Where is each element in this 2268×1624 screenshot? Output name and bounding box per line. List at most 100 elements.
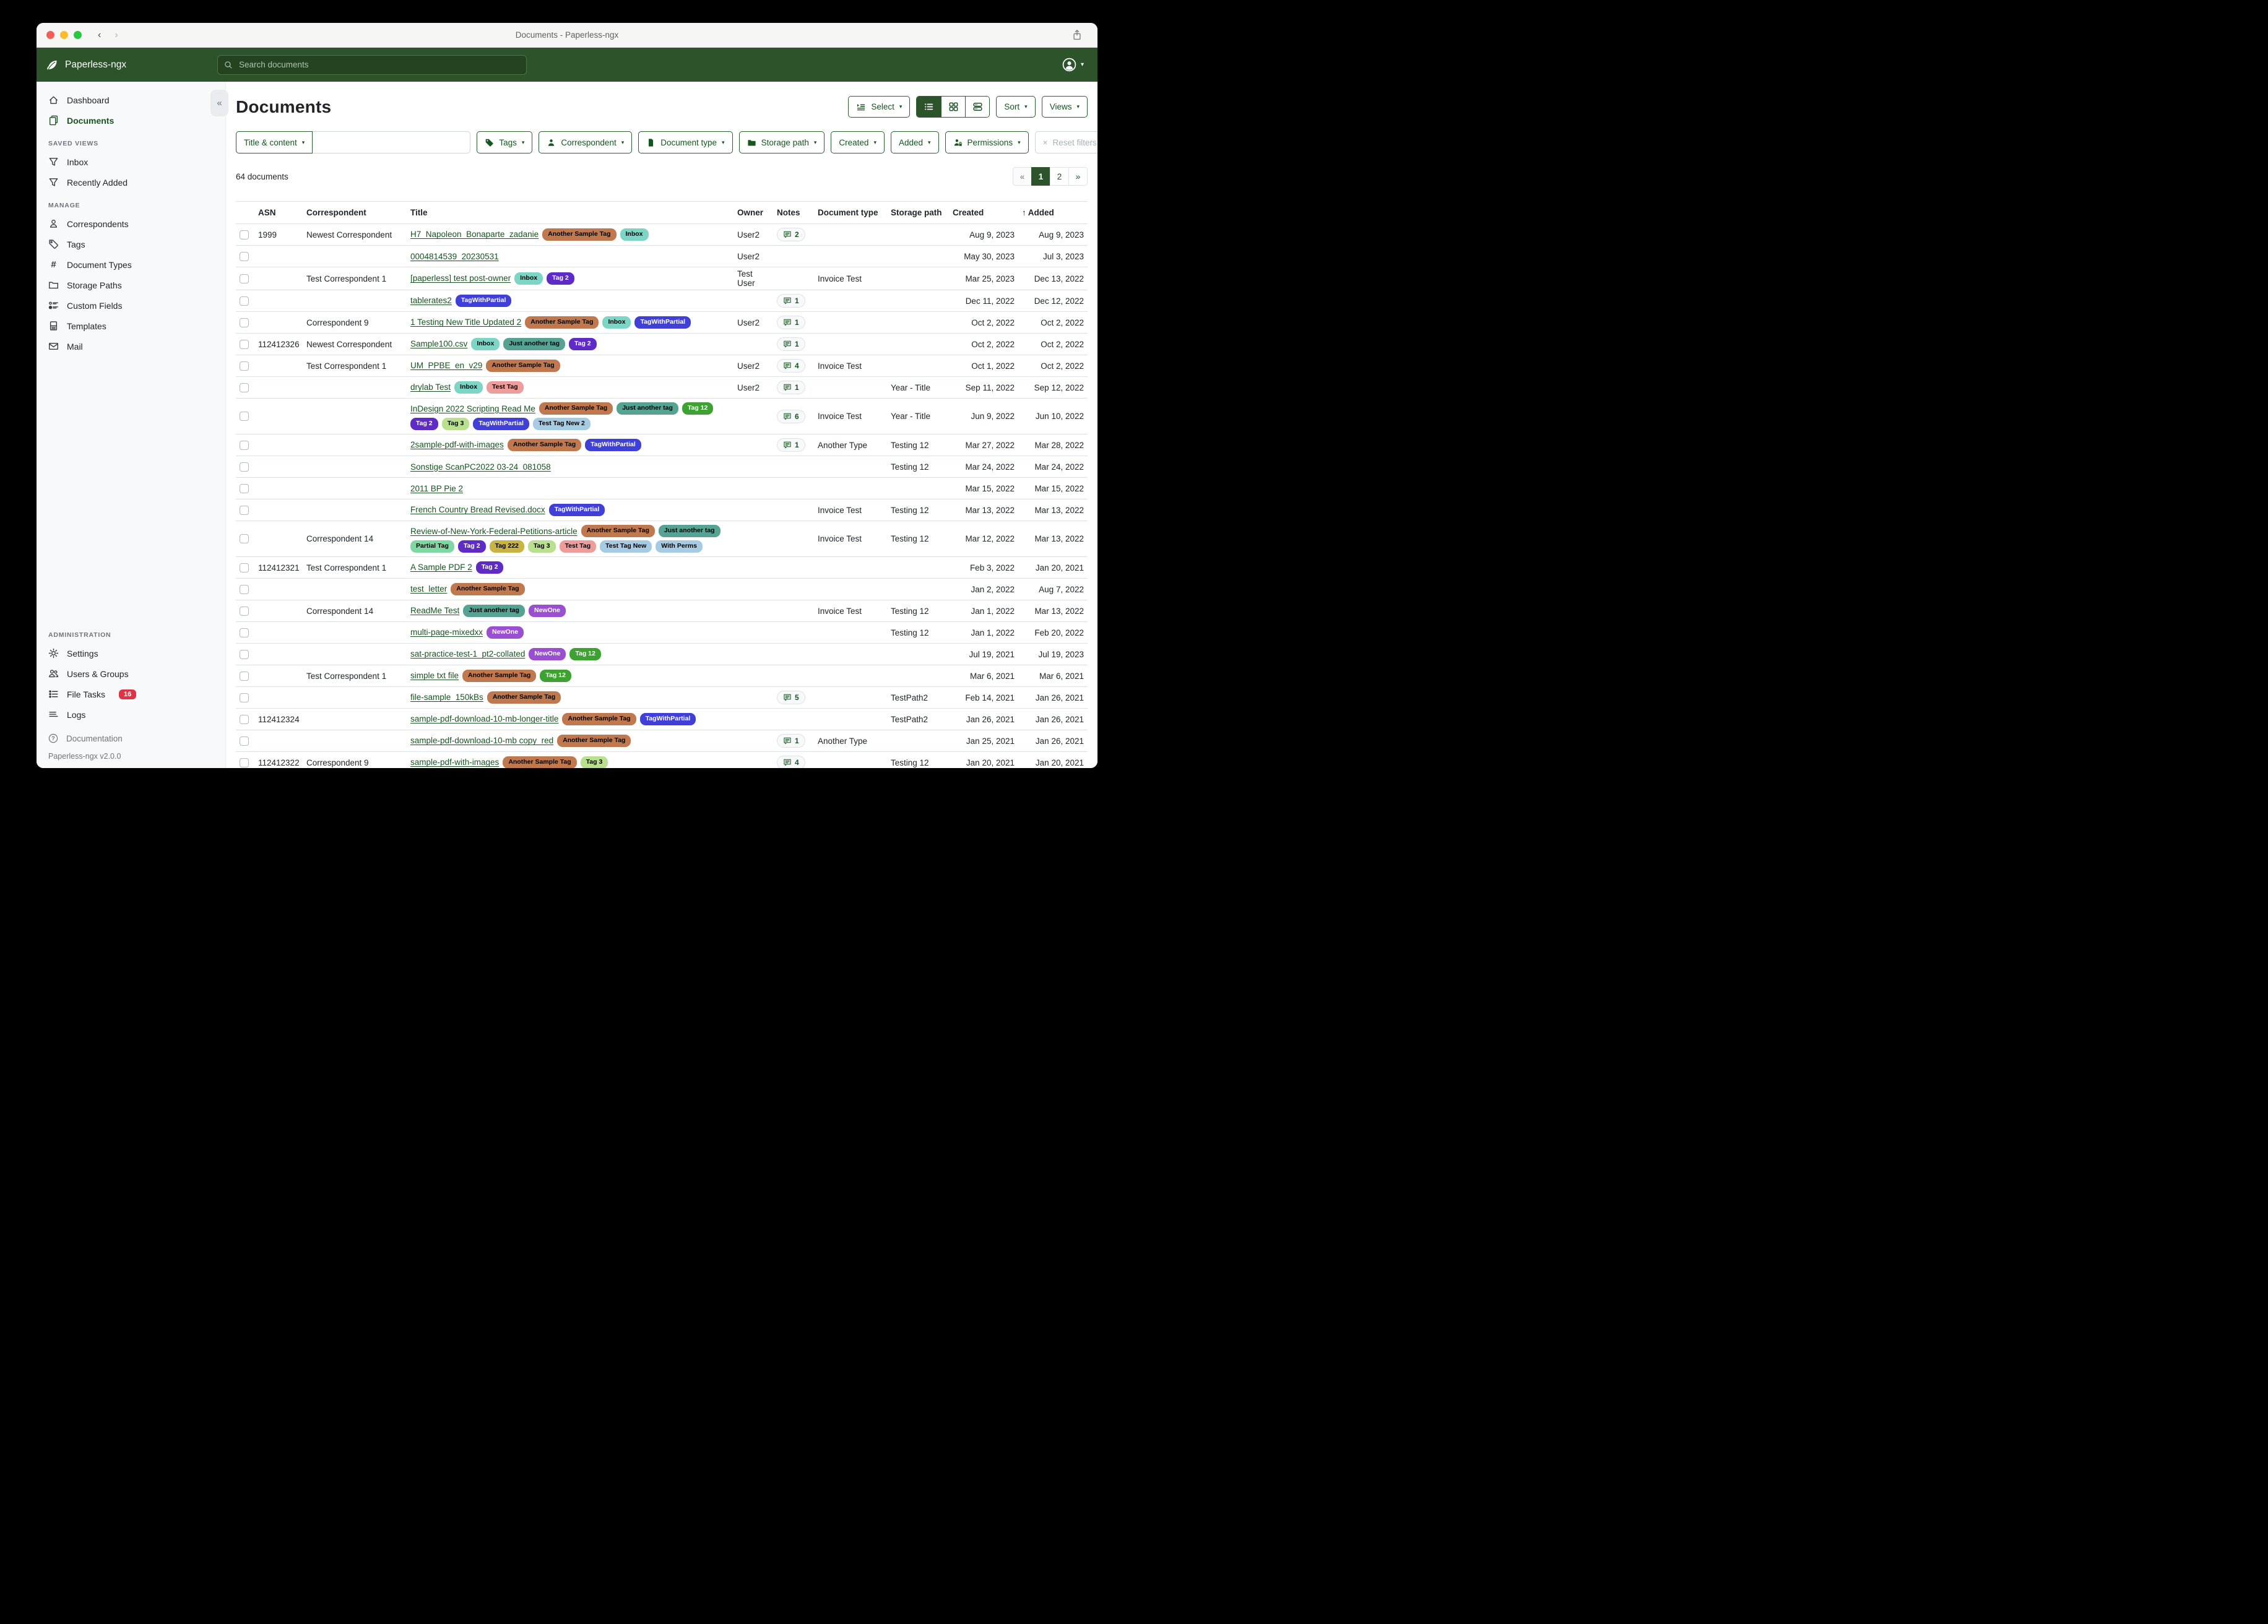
browser-forward-icon[interactable]: › [115, 29, 118, 40]
added-filter-button[interactable]: Added ▾ [890, 131, 939, 153]
notes-badge[interactable]: 1 [777, 316, 805, 329]
column-header-created[interactable]: Created [949, 201, 1018, 224]
correspondent-filter-button[interactable]: Correspondent ▾ [539, 131, 633, 153]
tag-pill[interactable]: Inbox [471, 338, 500, 350]
notes-badge[interactable]: 1 [777, 734, 805, 748]
doc-title-link[interactable]: H7_Napoleon_Bonaparte_zadanie [410, 230, 539, 240]
row-checkbox[interactable] [240, 628, 249, 637]
reset-filters-button[interactable]: × Reset filters [1034, 131, 1097, 153]
tag-pill[interactable]: Inbox [454, 381, 483, 394]
sidebar-item-tags[interactable]: Tags [37, 234, 225, 254]
doc-title-link[interactable]: A Sample PDF 2 [410, 563, 472, 572]
tag-pill[interactable]: Tag 2 [569, 338, 597, 350]
notes-badge[interactable]: 4 [777, 756, 805, 768]
row-checkbox[interactable] [240, 361, 249, 371]
doc-title-link[interactable]: file-sample_150kBs [410, 693, 483, 702]
close-window-button[interactable] [46, 31, 54, 39]
row-checkbox[interactable] [240, 693, 249, 702]
tag-pill[interactable]: Tag 3 [441, 418, 470, 430]
tag-pill[interactable]: Test Tag [487, 381, 524, 394]
pagination-next-button[interactable]: » [1068, 167, 1088, 186]
row-checkbox[interactable] [240, 462, 249, 472]
row-checkbox[interactable] [240, 584, 249, 594]
row-checkbox[interactable] [240, 274, 249, 283]
doc-title-link[interactable]: [paperless] test post-owner [410, 274, 511, 283]
tag-pill[interactable]: TagWithPartial [639, 713, 696, 725]
doc-title-link[interactable]: Review-of-New-York-Federal-Petitions-art… [410, 526, 578, 536]
doc-title-link[interactable]: sample-pdf-download-10-mb copy_red [410, 736, 554, 746]
tag-pill[interactable]: Another Sample Tag [507, 439, 582, 451]
tag-pill[interactable]: Tag 3 [527, 540, 556, 553]
tag-pill[interactable]: Just another tag [463, 605, 525, 617]
views-button[interactable]: Views ▾ [1041, 96, 1088, 118]
tag-pill[interactable]: Inbox [514, 272, 543, 285]
tag-pill[interactable]: Tag 3 [580, 756, 608, 768]
row-checkbox[interactable] [240, 296, 249, 306]
select-button[interactable]: Select ▾ [848, 96, 911, 118]
notes-badge[interactable]: 4 [777, 359, 805, 373]
tag-pill[interactable]: Tag 2 [547, 272, 574, 285]
column-header-title[interactable]: Title [407, 201, 734, 224]
row-checkbox[interactable] [240, 714, 249, 724]
tag-pill[interactable]: TagWithPartial [455, 295, 512, 307]
column-header-storage-path[interactable]: Storage path [887, 201, 949, 224]
doc-title-link[interactable]: Sonstige ScanPC2022 03-24_081058 [410, 462, 551, 472]
doc-title-link[interactable]: multi-page-mixedxx [410, 628, 483, 637]
column-header-owner[interactable]: Owner [734, 201, 773, 224]
tag-pill[interactable]: Tag 12 [682, 402, 714, 415]
column-header-added[interactable]: ↑ Added [1018, 201, 1088, 224]
sidebar-item-documents[interactable]: Documents [37, 110, 225, 131]
view-detail-toggle[interactable] [965, 97, 990, 117]
tag-pill[interactable]: NewOne [529, 648, 566, 660]
sidebar-item-file-tasks[interactable]: File Tasks 16 [37, 684, 225, 704]
doc-title-link[interactable]: sat-practice-test-1_pt2-collated [410, 649, 526, 659]
tag-pill[interactable]: Another Sample Tag [562, 713, 636, 725]
row-checkbox[interactable] [240, 317, 249, 327]
doc-title-link[interactable]: test_letter [410, 584, 448, 594]
row-checkbox[interactable] [240, 649, 249, 659]
tag-pill[interactable]: Another Sample Tag [451, 583, 525, 595]
sidebar-collapse-button[interactable]: « [210, 90, 228, 116]
minimize-window-button[interactable] [60, 31, 68, 39]
tag-pill[interactable]: Another Sample Tag [539, 402, 613, 415]
sidebar-item-logs[interactable]: Logs [37, 704, 225, 725]
doc-title-link[interactable]: drylab Test [410, 382, 451, 392]
tag-pill[interactable]: Just another tag [503, 338, 565, 350]
notes-badge[interactable]: 1 [777, 381, 805, 394]
column-header-correspondent[interactable]: Correspondent [303, 201, 407, 224]
notes-badge[interactable]: 1 [777, 294, 805, 308]
row-checkbox[interactable] [240, 534, 249, 544]
doc-title-link[interactable]: Sample100.csv [410, 339, 468, 349]
user-menu[interactable]: ▾ [1062, 58, 1097, 72]
tag-pill[interactable]: Just another tag [658, 525, 721, 537]
sidebar-item-recently-added[interactable]: Recently Added [37, 172, 225, 192]
title-content-filter-button[interactable]: Title & content ▾ [236, 131, 313, 153]
doc-title-link[interactable]: 2sample-pdf-with-images [410, 440, 504, 450]
view-list-toggle[interactable] [917, 97, 941, 117]
notes-badge[interactable]: 6 [777, 409, 805, 423]
doc-title-link[interactable]: sample-pdf-download-10-mb-longer-title [410, 714, 559, 724]
doc-title-link[interactable]: simple txt file [410, 671, 459, 681]
sidebar-item-inbox[interactable]: Inbox [37, 152, 225, 172]
tag-pill[interactable]: Tag 2 [475, 561, 504, 574]
zoom-window-button[interactable] [74, 31, 82, 39]
notes-badge[interactable]: 5 [777, 691, 805, 704]
sidebar-item-settings[interactable]: Settings [37, 643, 225, 663]
tag-pill[interactable]: Inbox [620, 228, 649, 241]
tag-pill[interactable]: Test Tag New 2 [532, 418, 591, 430]
sidebar-item-correspondents[interactable]: Correspondents [37, 214, 225, 234]
sidebar-item-storage-paths[interactable]: Storage Paths [37, 275, 225, 295]
notes-badge[interactable]: 1 [777, 438, 805, 452]
tag-pill[interactable]: Tag 2 [410, 418, 438, 430]
sidebar-item-users-groups[interactable]: Users & Groups [37, 663, 225, 684]
column-header-notes[interactable]: Notes [773, 201, 814, 224]
row-checkbox[interactable] [240, 382, 249, 392]
tag-pill[interactable]: Another Sample Tag [503, 756, 577, 768]
documentation-link[interactable]: ? Documentation [37, 728, 225, 748]
row-checkbox[interactable] [240, 230, 249, 240]
storage-path-filter-button[interactable]: Storage path ▾ [738, 131, 825, 153]
row-checkbox[interactable] [240, 339, 249, 349]
tag-pill[interactable]: TagWithPartial [473, 418, 529, 430]
tag-pill[interactable]: Tag 12 [540, 670, 571, 682]
doc-title-link[interactable]: InDesign 2022 Scripting Read Me [410, 404, 535, 413]
